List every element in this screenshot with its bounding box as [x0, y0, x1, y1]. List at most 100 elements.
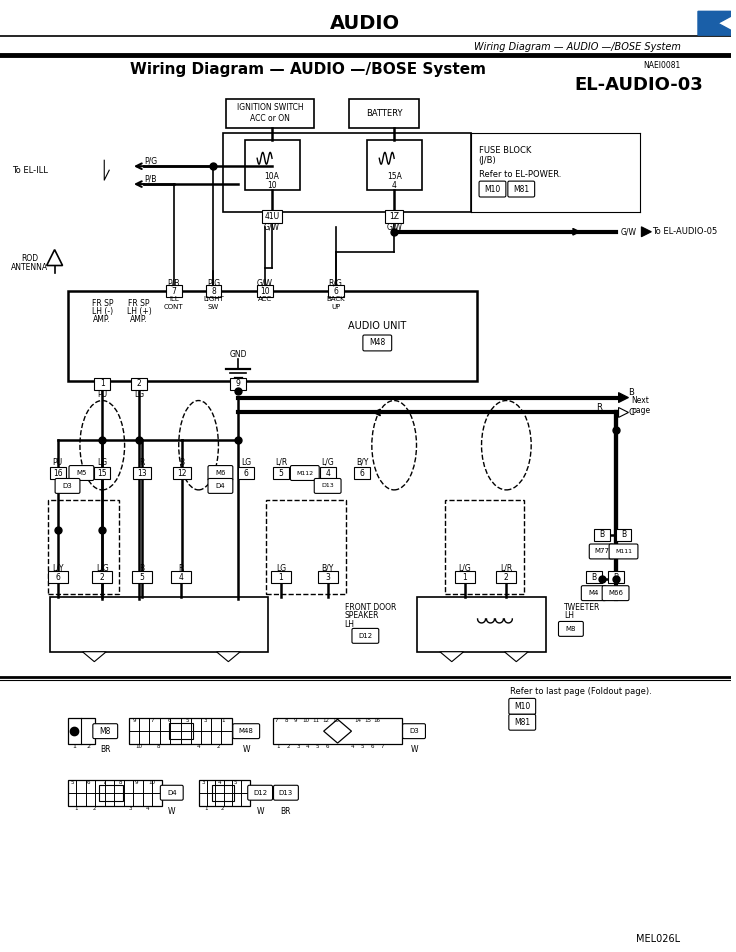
- Text: 3: 3: [204, 718, 208, 724]
- Bar: [94, 467, 110, 479]
- FancyBboxPatch shape: [55, 479, 80, 493]
- Bar: [68, 780, 162, 805]
- Bar: [350, 99, 419, 129]
- Text: CONT: CONT: [164, 305, 183, 310]
- Text: 8: 8: [211, 287, 216, 296]
- Text: 1: 1: [462, 573, 467, 582]
- Text: M77: M77: [594, 548, 609, 554]
- Text: FR SP: FR SP: [128, 299, 149, 307]
- Text: D12: D12: [253, 790, 267, 796]
- Text: Wiring Diagram — AUDIO —/BOSE System: Wiring Diagram — AUDIO —/BOSE System: [474, 42, 681, 52]
- Text: B: B: [599, 530, 604, 539]
- Text: 6: 6: [87, 780, 90, 784]
- FancyBboxPatch shape: [314, 479, 341, 493]
- Polygon shape: [618, 392, 629, 403]
- Text: 15A: 15A: [386, 171, 402, 181]
- Text: 6: 6: [244, 468, 249, 478]
- Text: 9: 9: [294, 718, 297, 724]
- Text: LIGHT: LIGHT: [203, 296, 224, 303]
- FancyBboxPatch shape: [363, 335, 392, 351]
- Text: Refer to last page (Foldout page).: Refer to last page (Foldout page).: [510, 687, 652, 696]
- Text: 4: 4: [178, 573, 183, 582]
- Text: MEL026L: MEL026L: [636, 934, 680, 943]
- Bar: [594, 528, 609, 541]
- Text: M66: M66: [608, 590, 623, 596]
- Text: 1: 1: [279, 573, 283, 582]
- Text: R/G: R/G: [329, 279, 342, 288]
- Bar: [273, 718, 402, 744]
- FancyBboxPatch shape: [479, 181, 506, 197]
- Text: W: W: [242, 745, 250, 754]
- FancyBboxPatch shape: [508, 181, 534, 197]
- Text: LG: LG: [276, 564, 286, 573]
- Text: To EL-ILL: To EL-ILL: [12, 166, 48, 175]
- Text: M8: M8: [566, 625, 576, 632]
- Text: GND: GND: [230, 350, 247, 359]
- Text: 2: 2: [216, 744, 220, 749]
- Text: 10A: 10A: [265, 171, 280, 181]
- Text: B: B: [629, 388, 634, 397]
- Polygon shape: [440, 652, 464, 662]
- Bar: [445, 500, 524, 594]
- Text: D12: D12: [358, 633, 372, 639]
- Text: 3: 3: [128, 805, 132, 810]
- Text: 41U: 41U: [264, 212, 280, 222]
- Bar: [169, 724, 193, 739]
- Text: D3: D3: [409, 728, 419, 734]
- Text: 4: 4: [325, 468, 330, 478]
- Bar: [266, 500, 345, 594]
- Bar: [586, 571, 601, 584]
- Text: D4: D4: [167, 790, 177, 796]
- Bar: [131, 378, 147, 389]
- Text: D3: D3: [63, 483, 72, 489]
- Text: 10: 10: [302, 718, 309, 724]
- Text: 7: 7: [171, 287, 176, 296]
- Bar: [227, 99, 314, 129]
- Text: EL-AUDIO-03: EL-AUDIO-03: [574, 76, 703, 94]
- Text: 8: 8: [284, 718, 288, 724]
- Bar: [319, 467, 336, 479]
- Text: M4: M4: [589, 590, 599, 596]
- FancyBboxPatch shape: [274, 785, 298, 801]
- Bar: [99, 784, 123, 801]
- Text: G/W: G/W: [620, 228, 637, 236]
- Text: 5: 5: [278, 468, 283, 478]
- Bar: [92, 571, 112, 584]
- Text: 2: 2: [137, 379, 141, 388]
- Bar: [355, 467, 370, 479]
- Text: 1: 1: [74, 805, 78, 810]
- Bar: [417, 597, 546, 652]
- Text: 9: 9: [132, 718, 135, 724]
- Text: To EL-AUDIO-05: To EL-AUDIO-05: [652, 228, 718, 236]
- Text: AMP.: AMP.: [130, 314, 148, 324]
- Text: 11: 11: [312, 718, 319, 724]
- Text: FR SP: FR SP: [91, 299, 113, 307]
- Polygon shape: [504, 652, 528, 662]
- Text: 15: 15: [364, 718, 371, 724]
- Text: 6: 6: [333, 287, 338, 296]
- Bar: [608, 571, 623, 584]
- Text: 4: 4: [197, 744, 200, 749]
- Text: 2: 2: [504, 573, 509, 582]
- Text: TWEETER: TWEETER: [564, 603, 601, 611]
- Polygon shape: [216, 652, 240, 662]
- Text: 14: 14: [354, 718, 361, 724]
- Text: 5: 5: [316, 744, 319, 749]
- Bar: [68, 291, 477, 381]
- Bar: [238, 467, 254, 479]
- Text: M10: M10: [514, 702, 531, 711]
- FancyBboxPatch shape: [602, 585, 629, 601]
- Text: L/G: L/G: [96, 564, 109, 573]
- Text: Next: Next: [631, 396, 649, 405]
- Text: R: R: [595, 403, 601, 412]
- Text: LH: LH: [564, 611, 574, 621]
- Text: M48: M48: [238, 728, 254, 734]
- Bar: [49, 597, 268, 652]
- Text: 6: 6: [360, 468, 365, 478]
- Text: PU: PU: [97, 390, 107, 399]
- Text: M6: M6: [215, 470, 226, 476]
- Text: 12: 12: [177, 468, 186, 478]
- Text: 2: 2: [93, 805, 96, 810]
- Text: Wiring Diagram — AUDIO —/BOSE System: Wiring Diagram — AUDIO —/BOSE System: [130, 63, 486, 77]
- Text: (J/B): (J/B): [478, 156, 496, 165]
